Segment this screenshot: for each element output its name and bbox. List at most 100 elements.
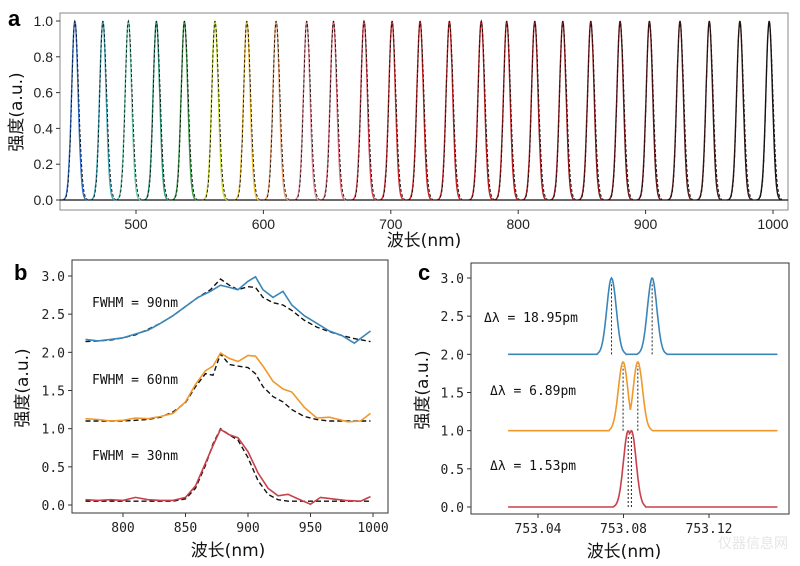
- watermark: 仪器信息网: [718, 535, 788, 552]
- y-tick-label: 0.5: [441, 463, 464, 478]
- panel-a-ylabel: 强度(a.u.): [7, 72, 27, 151]
- reference-peak-562: [202, 20, 228, 201]
- x-tick-label: 700: [379, 216, 403, 232]
- panel-b-annotation-60: FWHM = 60nm: [92, 373, 178, 388]
- y-tick-label: 3.0: [441, 272, 464, 287]
- reference-peak-950: [696, 20, 723, 201]
- y-tick-label: 1.0: [42, 423, 65, 438]
- spectrum-peak-974: [727, 20, 753, 201]
- reference-peak-452: [62, 19, 88, 201]
- reference-peak-701: [379, 20, 406, 201]
- spectrum-peak-813: [522, 20, 548, 201]
- spectrum-fwhm-60nm: [85, 351, 371, 423]
- panel-a: a 500 600 700 800 900 10000.00.20.40.60.81.0 …: [7, 6, 789, 251]
- reference-peak-813: [521, 20, 548, 201]
- reference-peak-655: [320, 20, 347, 201]
- x-tick-label: 900: [236, 521, 259, 536]
- reference-peak-880: [607, 20, 634, 201]
- panel-b: b 800 850 900 950 10000.00.51.01.52.02.53.0 …: [13, 259, 389, 561]
- spectrum-peak-494: [115, 20, 142, 201]
- reference-peak-474: [90, 20, 116, 201]
- spectrum-peak-679: [351, 20, 377, 201]
- y-tick-label: 3.0: [42, 270, 65, 285]
- spectrum-peak-857: [578, 20, 604, 201]
- reference-peak-538: [171, 20, 198, 201]
- spectrum-delta-1.53pm: [508, 429, 778, 508]
- spectrum-peak-562: [202, 20, 228, 201]
- panel-c-annotation-6: Δλ = 6.89pm: [490, 384, 576, 399]
- panel-b-letter: b: [14, 260, 27, 285]
- y-tick-label: 0.5: [42, 461, 65, 476]
- y-tick-label: 1.0: [34, 13, 54, 29]
- x-tick-label: 850: [174, 521, 197, 536]
- x-tick-label: 600: [252, 216, 276, 232]
- spectrum-peak-903: [636, 20, 663, 201]
- reference-peak-516: [143, 20, 170, 201]
- y-tick-label: 0.6: [34, 85, 54, 101]
- panel-c-xlabel: 波长(nm): [587, 542, 662, 562]
- reference-peak-974: [727, 20, 753, 201]
- y-tick-label: 0.2: [34, 156, 54, 172]
- x-tick-label: 500: [124, 216, 148, 232]
- reference-peak-857: [578, 20, 604, 201]
- x-tick-label: 753.12: [686, 522, 733, 537]
- spectrum-delta-6.89pm: [508, 360, 778, 432]
- spectrum-peak-771: [468, 20, 494, 201]
- y-tick-label: 2.5: [42, 308, 65, 323]
- y-tick-label: 0.0: [34, 192, 54, 208]
- reference-peak-835: [549, 20, 576, 201]
- spectrum-fwhm-30nm: [85, 428, 371, 506]
- spectrum-peak-927: [667, 20, 693, 201]
- x-tick-label: 950: [299, 521, 322, 536]
- spectrum-peak-634: [294, 20, 320, 201]
- x-tick-label: 753.04: [515, 522, 562, 537]
- spectrum-peak-701: [379, 20, 405, 201]
- spectrum-peak-997: [756, 20, 782, 201]
- spectrum-peak-835: [550, 20, 576, 201]
- spectrum-peak-880: [607, 20, 633, 201]
- reference-peak-494: [115, 19, 142, 201]
- reference-peak-746: [436, 20, 463, 201]
- y-tick-label: 0.0: [441, 501, 464, 516]
- y-tick-label: 0.4: [34, 120, 54, 136]
- y-tick-label: 1.5: [42, 385, 65, 400]
- y-tick-label: 2.0: [441, 348, 464, 363]
- spectrum-peak-746: [436, 20, 463, 201]
- panel-a-lines: [60, 19, 788, 201]
- spectrum-peak-587: [234, 20, 260, 201]
- panel-b-lines: [85, 275, 371, 506]
- x-tick-label: 800: [507, 216, 531, 232]
- spectrum-peak-516: [143, 20, 170, 201]
- spectrum-peak-452: [62, 20, 88, 201]
- reference-peak-610: [263, 20, 290, 201]
- y-tick-label: 1.5: [441, 387, 464, 402]
- spectrum-peak-791: [494, 20, 520, 201]
- panel-c-annotation-18: Δλ = 18.95pm: [484, 311, 578, 326]
- reference-peak-723: [407, 20, 434, 201]
- panel-c-annotation-1: Δλ = 1.53pm: [490, 459, 576, 474]
- panel-c-letter: c: [418, 260, 430, 285]
- spectrum-peak-474: [90, 20, 116, 201]
- panel-b-annotation-30: FWHM = 30nm: [92, 449, 178, 464]
- panel-b-xlabel: 波长(nm): [191, 541, 266, 561]
- x-tick-label: 753.08: [600, 522, 647, 537]
- panel-a-frame: [59, 12, 789, 211]
- panel-c: c 753.04 753.08 753.12 0.0 0.5 1.0 1.5 2.0 2.5 3.…: [413, 260, 790, 562]
- reference-30nm: [85, 427, 371, 502]
- y-tick-label: 2.0: [42, 346, 65, 361]
- reference-peak-997: [756, 20, 783, 201]
- reference-peak-903: [636, 20, 663, 201]
- panel-b-ticks: 800 850 900 950 1000 0.0 0.5 1.0 1.5 2.0 2.5 3.0: [42, 270, 389, 536]
- y-tick-label: 1.0: [441, 425, 464, 440]
- panel-a-letter: a: [8, 6, 21, 31]
- panel-c-ticks: 753.04 753.08 753.12 0.0 0.5 1.0 1.5 2.0 2.5 3.0: [441, 272, 733, 537]
- reference-peak-634: [293, 20, 320, 201]
- panel-c-lines: [508, 276, 778, 508]
- spectrum-delta-18.95pm: [508, 276, 778, 356]
- y-tick-label: 2.5: [441, 310, 464, 325]
- spectrum-fwhm-90nm: [85, 275, 371, 345]
- y-tick-label: 0.0: [42, 499, 65, 514]
- x-tick-label: 1000: [757, 216, 788, 232]
- panel-a-xlabel: 波长(nm): [387, 231, 462, 251]
- x-tick-label: 800: [111, 521, 134, 536]
